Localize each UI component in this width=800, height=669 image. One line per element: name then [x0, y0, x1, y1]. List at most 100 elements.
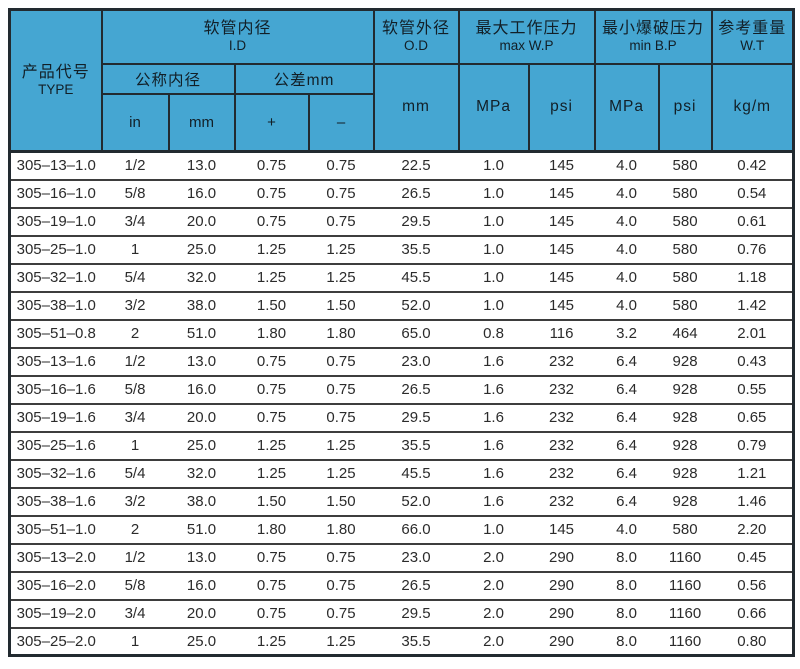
cell-value: 25.0	[168, 234, 235, 264]
cell-value: 1.50	[234, 290, 309, 320]
cell-value: 0.75	[234, 402, 309, 432]
cell-value: 1160	[658, 626, 712, 656]
cell-value: 3/2	[101, 486, 169, 516]
cell-value: 232	[528, 346, 595, 376]
cell-value: 1.25	[308, 430, 374, 460]
cell-value: 6.4	[594, 402, 659, 432]
cell-value: 145	[528, 234, 595, 264]
table-row: 305–16–1.0 5/8 16.0 0.75 0.75 26.5 1.0 145 4.0 58…	[9, 178, 794, 208]
cell-value: 13.0	[168, 542, 235, 572]
table-row: 305–13–1.6 1/2 13.0 0.75 0.75 23.0 1.6 232 6.4 92…	[9, 346, 794, 376]
cell-value: 0.75	[308, 206, 374, 236]
cell-value: 1	[101, 626, 169, 656]
cell-value: 1.80	[234, 514, 309, 544]
cell-value: 290	[528, 542, 595, 572]
cell-value: 1.0	[458, 150, 529, 180]
cell-value: 0.75	[234, 150, 309, 180]
cell-value: 4.0	[594, 262, 659, 292]
cell-value: 0.75	[234, 598, 309, 628]
cell-value: 1	[101, 234, 169, 264]
cell-value: 1.25	[234, 234, 309, 264]
cell-value: 1.25	[234, 458, 309, 488]
cell-value: 0.8	[458, 318, 529, 348]
col-header-type-en: TYPE	[38, 82, 74, 97]
cell-value: 1160	[658, 570, 712, 600]
cell-value: 20.0	[168, 402, 235, 432]
cell-value: 6.4	[594, 374, 659, 404]
cell-value: 1.25	[308, 458, 374, 488]
cell-product-code: 305–25–2.0	[9, 626, 102, 656]
cell-value: 1.42	[711, 290, 794, 320]
cell-value: 8.0	[594, 626, 659, 656]
cell-product-code: 305–25–1.6	[9, 430, 102, 460]
cell-value: 145	[528, 206, 595, 236]
cell-value: 1.6	[458, 402, 529, 432]
cell-value: 32.0	[168, 458, 235, 488]
cell-value: 35.5	[373, 430, 459, 460]
cell-value: 1.18	[711, 262, 794, 292]
cell-value: 1.80	[308, 514, 374, 544]
col-header-wt: 参考重量 W.T	[710, 8, 795, 65]
cell-value: 0.75	[308, 374, 374, 404]
table-row: 305–25–1.0 1 25.0 1.25 1.25 35.5 1.0 145 4.0 580 0…	[9, 234, 794, 264]
cell-product-code: 305–25–1.0	[9, 234, 102, 264]
cell-value: 29.5	[373, 402, 459, 432]
cell-value: 0.61	[711, 206, 794, 236]
col-header-min-bp-zh: 最小爆破压力	[602, 20, 705, 38]
cell-value: 1.25	[308, 626, 374, 656]
cell-value: 22.5	[373, 150, 459, 180]
col-header-tolerance: 公差mm	[233, 62, 375, 95]
cell-value: 1.6	[458, 458, 529, 488]
cell-value: 580	[658, 290, 712, 320]
cell-value: 1.0	[458, 262, 529, 292]
table-row: 305–19–2.0 3/4 20.0 0.75 0.75 29.5 2.0 290 8.0 11…	[9, 598, 794, 628]
cell-value: 0.80	[711, 626, 794, 656]
cell-value: 1.25	[234, 430, 309, 460]
cell-value: 232	[528, 486, 595, 516]
cell-value: 145	[528, 514, 595, 544]
cell-value: 928	[658, 346, 712, 376]
cell-product-code: 305–19–2.0	[9, 598, 102, 628]
cell-product-code: 305–19–1.0	[9, 206, 102, 236]
cell-value: 38.0	[168, 486, 235, 516]
cell-value: 6.4	[594, 430, 659, 460]
cell-value: 29.5	[373, 206, 459, 236]
cell-value: 0.75	[234, 346, 309, 376]
cell-value: 25.0	[168, 430, 235, 460]
cell-value: 928	[658, 374, 712, 404]
cell-value: 20.0	[168, 206, 235, 236]
cell-value: 1160	[658, 542, 712, 572]
cell-product-code: 305–51–1.0	[9, 514, 102, 544]
cell-value: 0.65	[711, 402, 794, 432]
cell-value: 928	[658, 458, 712, 488]
cell-value: 1.6	[458, 430, 529, 460]
cell-value: 0.75	[234, 542, 309, 572]
col-header-type: 产品代号 TYPE	[8, 8, 103, 153]
cell-value: 1.0	[458, 234, 529, 264]
cell-value: 1.6	[458, 486, 529, 516]
col-header-plus: +	[233, 92, 310, 153]
cell-value: 290	[528, 598, 595, 628]
cell-value: 232	[528, 374, 595, 404]
cell-value: 4.0	[594, 206, 659, 236]
cell-value: 3/4	[101, 402, 169, 432]
cell-value: 5/8	[101, 374, 169, 404]
table-body: 305–13–1.0 1/2 13.0 0.75 0.75 22.5 1.0 145 4.0 58…	[9, 150, 794, 656]
cell-value: 25.0	[168, 626, 235, 656]
col-header-id-en: I.D	[228, 38, 247, 54]
cell-value: 8.0	[594, 570, 659, 600]
cell-value: 35.5	[373, 234, 459, 264]
col-header-minus: –	[307, 92, 375, 153]
cell-value: 20.0	[168, 598, 235, 628]
cell-value: 0.55	[711, 374, 794, 404]
cell-value: 580	[658, 234, 712, 264]
cell-value: 29.5	[373, 598, 459, 628]
unit-wt-kgm: kg/m	[710, 62, 795, 153]
cell-value: 3/4	[101, 598, 169, 628]
cell-product-code: 305–38–1.6	[9, 486, 102, 516]
cell-value: 45.5	[373, 458, 459, 488]
cell-value: 2	[101, 318, 169, 348]
cell-value: 0.75	[234, 178, 309, 208]
col-header-od-zh: 软管外径	[382, 20, 451, 38]
cell-value: 4.0	[594, 178, 659, 208]
